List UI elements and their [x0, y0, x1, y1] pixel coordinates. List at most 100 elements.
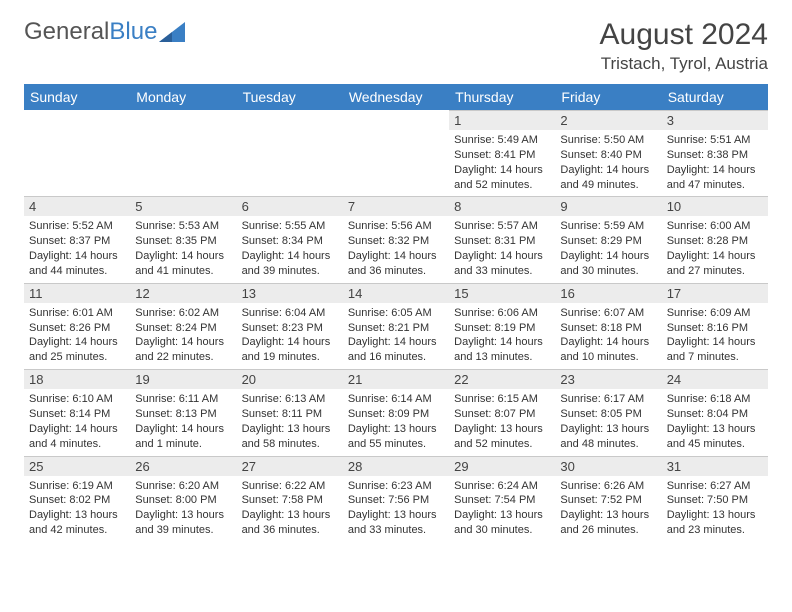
day-number: 20 [237, 369, 343, 389]
month-title: August 2024 [600, 18, 768, 52]
sunset-line: Sunset: 8:34 PM [242, 234, 338, 249]
day-body: Sunrise: 5:53 AMSunset: 8:35 PMDaylight:… [130, 216, 236, 282]
daylight-line: Daylight: 14 hours and 19 minutes. [242, 335, 338, 365]
day-number: 19 [130, 369, 236, 389]
sunset-line: Sunset: 8:37 PM [29, 234, 125, 249]
day-number: 26 [130, 456, 236, 476]
sunset-line: Sunset: 8:00 PM [135, 493, 231, 508]
daylight-line: Daylight: 13 hours and 23 minutes. [667, 508, 763, 538]
daylight-line: Daylight: 14 hours and 44 minutes. [29, 249, 125, 279]
day-body: Sunrise: 5:57 AMSunset: 8:31 PMDaylight:… [449, 216, 555, 282]
day-number: 2 [555, 110, 661, 130]
day-cell: 29Sunrise: 6:24 AMSunset: 7:54 PMDayligh… [449, 456, 555, 542]
sunrise-line: Sunrise: 5:51 AM [667, 133, 763, 148]
sunrise-line: Sunrise: 6:24 AM [454, 479, 550, 494]
sunrise-line: Sunrise: 6:18 AM [667, 392, 763, 407]
daylight-line: Daylight: 14 hours and 13 minutes. [454, 335, 550, 365]
sunset-line: Sunset: 7:50 PM [667, 493, 763, 508]
daylight-line: Daylight: 14 hours and 33 minutes. [454, 249, 550, 279]
sunset-line: Sunset: 8:28 PM [667, 234, 763, 249]
sunrise-line: Sunrise: 6:15 AM [454, 392, 550, 407]
day-number: 3 [662, 110, 768, 130]
day-body: Sunrise: 6:04 AMSunset: 8:23 PMDaylight:… [237, 303, 343, 369]
daylight-line: Daylight: 13 hours and 39 minutes. [135, 508, 231, 538]
sunset-line: Sunset: 8:05 PM [560, 407, 656, 422]
day-cell: 23Sunrise: 6:17 AMSunset: 8:05 PMDayligh… [555, 369, 661, 455]
sunset-line: Sunset: 8:38 PM [667, 148, 763, 163]
sunrise-line: Sunrise: 6:14 AM [348, 392, 444, 407]
daylight-line: Daylight: 14 hours and 39 minutes. [242, 249, 338, 279]
day-number: 21 [343, 369, 449, 389]
day-body: Sunrise: 6:26 AMSunset: 7:52 PMDaylight:… [555, 476, 661, 542]
daylight-line: Daylight: 14 hours and 41 minutes. [135, 249, 231, 279]
sunset-line: Sunset: 8:26 PM [29, 321, 125, 336]
day-body: Sunrise: 6:02 AMSunset: 8:24 PMDaylight:… [130, 303, 236, 369]
day-number: 4 [24, 196, 130, 216]
sunrise-line: Sunrise: 6:23 AM [348, 479, 444, 494]
calendar: SundayMondayTuesdayWednesdayThursdayFrid… [24, 84, 768, 542]
sunset-line: Sunset: 8:14 PM [29, 407, 125, 422]
day-body: Sunrise: 5:50 AMSunset: 8:40 PMDaylight:… [555, 130, 661, 196]
daylight-line: Daylight: 13 hours and 45 minutes. [667, 422, 763, 452]
day-body: Sunrise: 6:09 AMSunset: 8:16 PMDaylight:… [662, 303, 768, 369]
week-row: 25Sunrise: 6:19 AMSunset: 8:02 PMDayligh… [24, 456, 768, 542]
week-row: 4Sunrise: 5:52 AMSunset: 8:37 PMDaylight… [24, 196, 768, 282]
day-body: Sunrise: 6:06 AMSunset: 8:19 PMDaylight:… [449, 303, 555, 369]
day-body: Sunrise: 6:15 AMSunset: 8:07 PMDaylight:… [449, 389, 555, 455]
day-number: 16 [555, 283, 661, 303]
day-cell: 26Sunrise: 6:20 AMSunset: 8:00 PMDayligh… [130, 456, 236, 542]
weekday-header: Friday [555, 84, 661, 110]
week-row: 11Sunrise: 6:01 AMSunset: 8:26 PMDayligh… [24, 283, 768, 369]
day-number: 13 [237, 283, 343, 303]
day-cell [343, 110, 449, 196]
day-body: Sunrise: 6:13 AMSunset: 8:11 PMDaylight:… [237, 389, 343, 455]
day-body: Sunrise: 6:27 AMSunset: 7:50 PMDaylight:… [662, 476, 768, 542]
daylight-line: Daylight: 14 hours and 25 minutes. [29, 335, 125, 365]
daylight-line: Daylight: 14 hours and 10 minutes. [560, 335, 656, 365]
sunset-line: Sunset: 7:56 PM [348, 493, 444, 508]
day-number: 25 [24, 456, 130, 476]
day-cell: 2Sunrise: 5:50 AMSunset: 8:40 PMDaylight… [555, 110, 661, 196]
sunset-line: Sunset: 8:13 PM [135, 407, 231, 422]
day-body: Sunrise: 6:05 AMSunset: 8:21 PMDaylight:… [343, 303, 449, 369]
weekday-header: Sunday [24, 84, 130, 110]
day-cell: 24Sunrise: 6:18 AMSunset: 8:04 PMDayligh… [662, 369, 768, 455]
day-number: 17 [662, 283, 768, 303]
day-number: 18 [24, 369, 130, 389]
sunrise-line: Sunrise: 5:57 AM [454, 219, 550, 234]
daylight-line: Daylight: 14 hours and 4 minutes. [29, 422, 125, 452]
week-row: 18Sunrise: 6:10 AMSunset: 8:14 PMDayligh… [24, 369, 768, 455]
sunrise-line: Sunrise: 6:13 AM [242, 392, 338, 407]
daylight-line: Daylight: 13 hours and 52 minutes. [454, 422, 550, 452]
weekday-header: Wednesday [343, 84, 449, 110]
daylight-line: Daylight: 14 hours and 1 minute. [135, 422, 231, 452]
day-body: Sunrise: 6:20 AMSunset: 8:00 PMDaylight:… [130, 476, 236, 542]
day-number: 30 [555, 456, 661, 476]
sunrise-line: Sunrise: 5:52 AM [29, 219, 125, 234]
day-cell: 27Sunrise: 6:22 AMSunset: 7:58 PMDayligh… [237, 456, 343, 542]
sunrise-line: Sunrise: 6:04 AM [242, 306, 338, 321]
sunset-line: Sunset: 8:09 PM [348, 407, 444, 422]
logo: GeneralBlue [24, 18, 185, 46]
sunrise-line: Sunrise: 5:50 AM [560, 133, 656, 148]
day-cell: 14Sunrise: 6:05 AMSunset: 8:21 PMDayligh… [343, 283, 449, 369]
daylight-line: Daylight: 13 hours and 55 minutes. [348, 422, 444, 452]
day-cell: 6Sunrise: 5:55 AMSunset: 8:34 PMDaylight… [237, 196, 343, 282]
day-body: Sunrise: 6:18 AMSunset: 8:04 PMDaylight:… [662, 389, 768, 455]
day-cell: 18Sunrise: 6:10 AMSunset: 8:14 PMDayligh… [24, 369, 130, 455]
sunrise-line: Sunrise: 5:59 AM [560, 219, 656, 234]
sunset-line: Sunset: 8:11 PM [242, 407, 338, 422]
daylight-line: Daylight: 13 hours and 48 minutes. [560, 422, 656, 452]
day-number: 28 [343, 456, 449, 476]
day-body: Sunrise: 6:14 AMSunset: 8:09 PMDaylight:… [343, 389, 449, 455]
sunrise-line: Sunrise: 6:00 AM [667, 219, 763, 234]
sunrise-line: Sunrise: 6:17 AM [560, 392, 656, 407]
sunset-line: Sunset: 8:21 PM [348, 321, 444, 336]
day-body: Sunrise: 5:55 AMSunset: 8:34 PMDaylight:… [237, 216, 343, 282]
sunset-line: Sunset: 8:18 PM [560, 321, 656, 336]
weekday-header: Thursday [449, 84, 555, 110]
weekday-header: Tuesday [237, 84, 343, 110]
day-body: Sunrise: 6:07 AMSunset: 8:18 PMDaylight:… [555, 303, 661, 369]
sunrise-line: Sunrise: 6:07 AM [560, 306, 656, 321]
sunrise-line: Sunrise: 6:19 AM [29, 479, 125, 494]
